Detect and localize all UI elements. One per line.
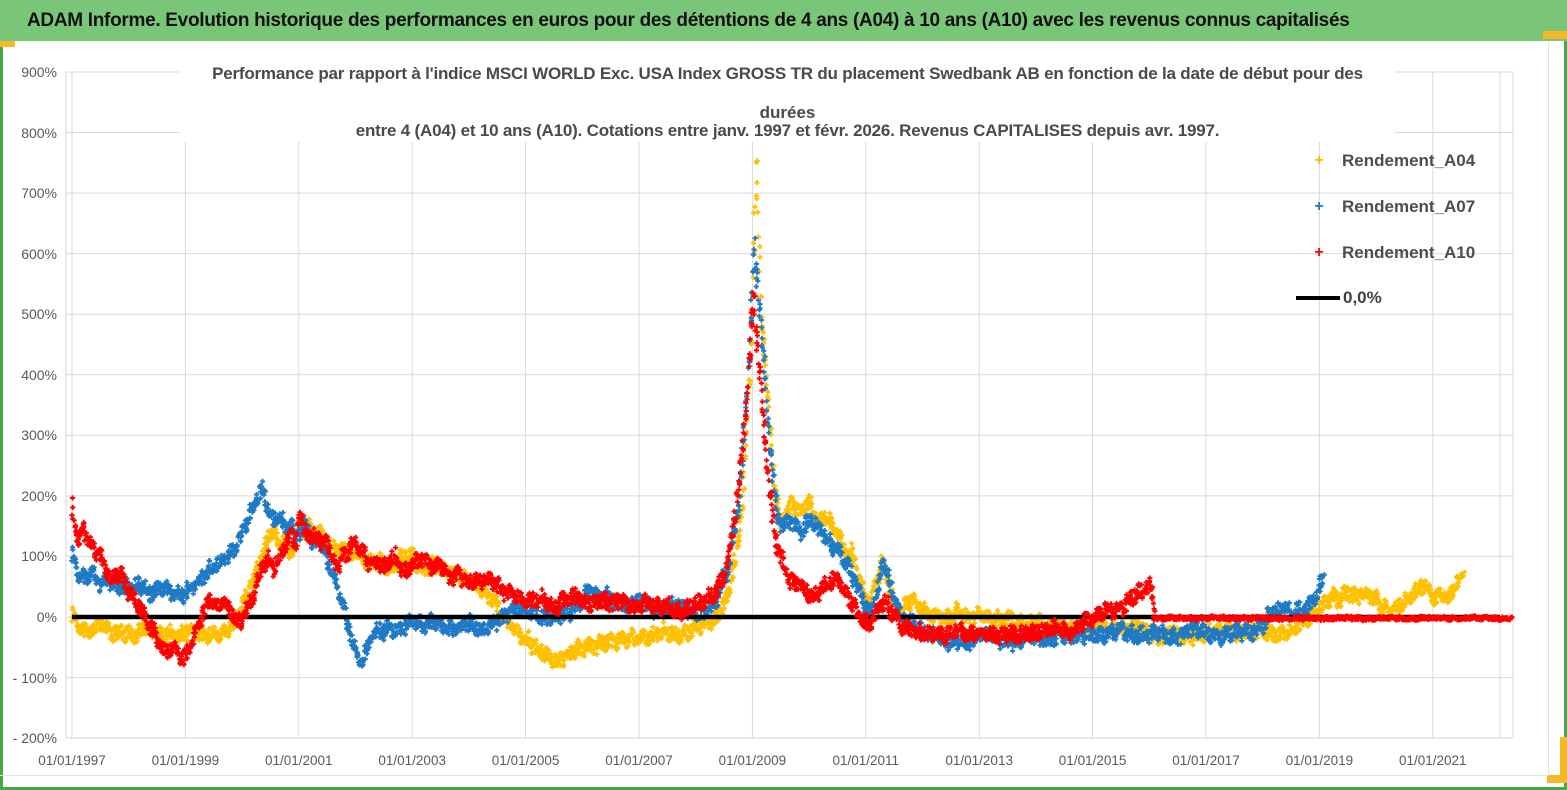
legend-label: Rendement_A10 [1342, 243, 1476, 262]
y-axis-label: 900% [21, 63, 57, 80]
chart-border-line-bottom [0, 775, 1548, 776]
y-axis-label: 200% [21, 487, 57, 504]
x-axis-label: 01/01/2003 [378, 753, 446, 768]
legend-item-rendement-a07: + Rendement_A07 [1296, 196, 1475, 218]
chart-title-line-1: Performance par rapport à l'indice MSCI … [212, 64, 1363, 83]
y-axis-label: 600% [21, 245, 57, 262]
legend-item-rendement-a10: + Rendement_A10 [1296, 242, 1475, 264]
chart-title-line-3: entre 4 (A04) et 10 ans (A10). Cotations… [355, 121, 1220, 140]
y-axis-label: 700% [21, 185, 57, 202]
y-axis-label: - 100% [12, 669, 57, 686]
y-axis-label: 100% [21, 548, 57, 565]
chart-border-line-right [1548, 42, 1549, 776]
y-axis-label: 500% [21, 306, 57, 323]
x-axis-label: 01/01/2015 [1058, 753, 1127, 768]
legend-plus-marker-icon: + [1314, 198, 1324, 215]
accent-bottom-right-horizontal [1547, 775, 1567, 783]
legend-item-rendement-a04: + Rendement_A04 [1296, 150, 1475, 172]
y-axis-label: - 200% [12, 730, 57, 747]
x-axis-label: 01/01/2011 [832, 753, 900, 768]
x-axis-label: 01/01/2001 [265, 753, 333, 768]
legend-label: 0,0% [1343, 288, 1382, 307]
x-axis-label: 01/01/2019 [1285, 753, 1354, 768]
accent-top-left [0, 41, 15, 47]
accent-top-right [1543, 31, 1567, 39]
legend-zero-line-swatch [1296, 296, 1340, 300]
legend-label: Rendement_A04 [1342, 151, 1476, 170]
chart-title-line-2: durées [759, 103, 816, 122]
x-axis-label: 01/01/2017 [1172, 753, 1240, 768]
x-axis-label: 01/01/1997 [38, 753, 106, 768]
legend-plus-marker-icon: + [1314, 244, 1324, 261]
x-axis-label: 01/01/2013 [945, 753, 1013, 768]
x-axis-label: 01/01/2007 [605, 753, 673, 768]
page-title: ADAM Informe. Evolution historique des p… [27, 9, 1350, 31]
x-axis-label: 01/01/2009 [718, 753, 787, 768]
x-axis-label: 01/01/1999 [151, 753, 220, 768]
y-axis-label: 400% [21, 366, 57, 383]
chart-title-box: Performance par rapport à l'indice MSCI … [180, 58, 1395, 142]
legend-item-0-0-: 0,0% [1296, 287, 1382, 309]
legend-plus-marker-icon: + [1314, 152, 1324, 169]
y-axis-label: 300% [21, 427, 57, 444]
x-axis-label: 01/01/2021 [1399, 753, 1467, 768]
y-axis-label: 0% [36, 609, 57, 625]
header-bar: ADAM Informe. Evolution historique des p… [0, 0, 1567, 41]
legend-label: Rendement_A07 [1342, 197, 1476, 216]
x-axis-label: 01/01/2005 [491, 753, 560, 768]
y-axis-label: 800% [21, 124, 57, 141]
accent-bottom-right-vertical [1560, 737, 1567, 783]
